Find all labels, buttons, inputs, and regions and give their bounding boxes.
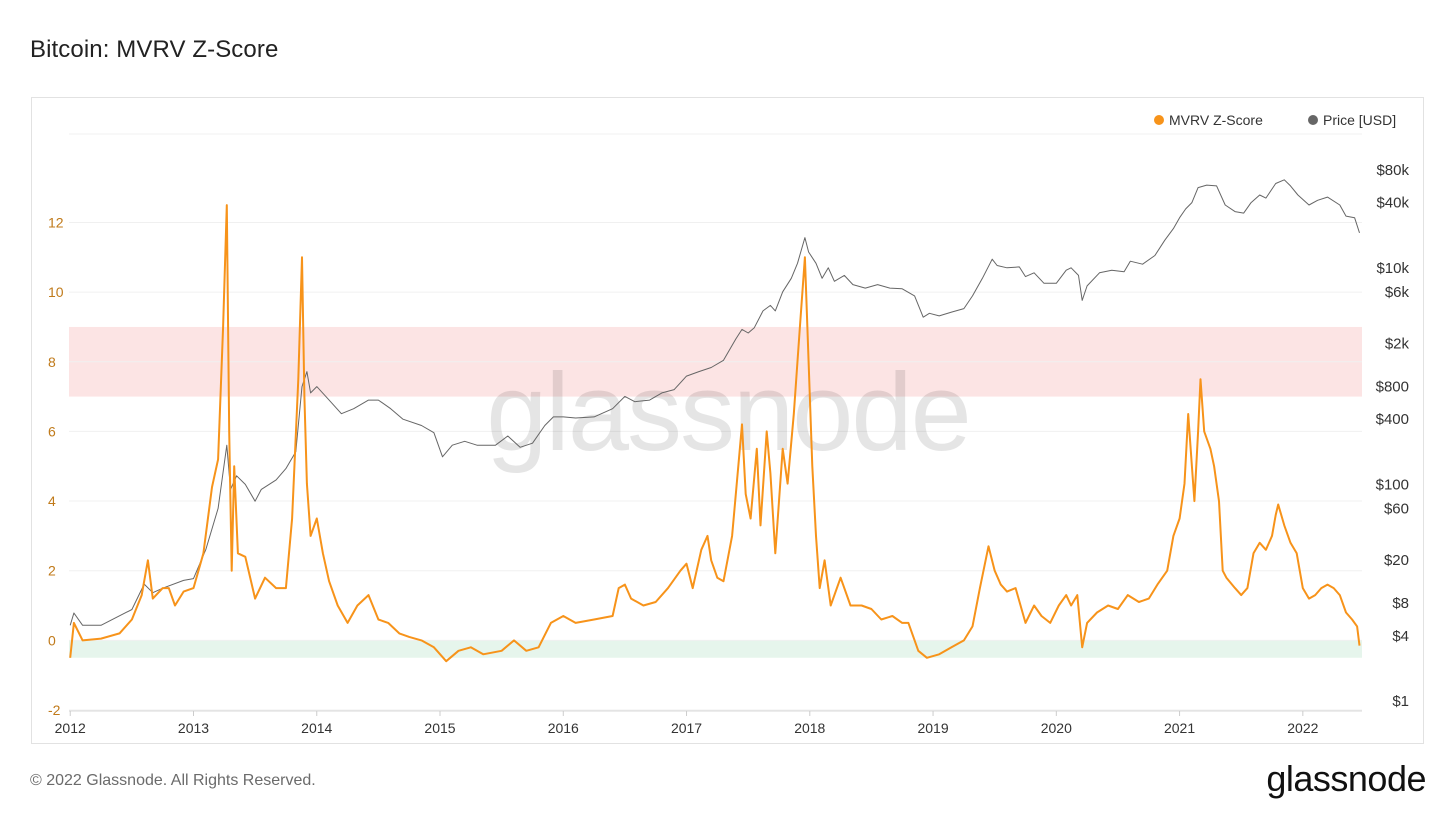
x-tick-label: 2014: [301, 720, 332, 736]
legend-label: MVRV Z-Score: [1169, 112, 1263, 128]
right-tick-label: $6k: [1385, 284, 1410, 301]
price-line: [69, 179, 1360, 626]
right-tick-label: $80k: [1376, 162, 1409, 179]
right-axis-ticks: $1 $4 $8 $20 $60 $100 $400 $800 $2k $6k $10k $40k $8…: [1376, 162, 1410, 710]
left-tick-label: 10: [48, 284, 64, 300]
left-axis-ticks: -2 0 2 4 6 8 10 12: [48, 214, 64, 718]
x-tick-label: 2013: [178, 720, 209, 736]
right-tick-label: $100: [1376, 476, 1409, 493]
zscore-line: [69, 204, 1361, 663]
legend-label: Price [USD]: [1323, 112, 1396, 128]
right-tick-label: $10k: [1376, 260, 1409, 277]
left-tick-label: 6: [48, 423, 56, 439]
right-tick-label: $20: [1384, 552, 1409, 569]
chart-frame: glassnode -2 0 2 4 6 8 10 12 $1 $4 $8 $20 $60 $100 $4…: [31, 97, 1424, 744]
left-tick-label: 8: [48, 354, 56, 370]
legend: MVRV Z-Score Price [USD]: [1154, 112, 1396, 128]
x-tick-label: 2021: [1164, 720, 1195, 736]
right-tick-label: $40k: [1376, 195, 1409, 212]
right-tick-label: $4: [1392, 628, 1409, 645]
x-tick-label: 2016: [548, 720, 579, 736]
x-tick-label: 2018: [794, 720, 825, 736]
chart-grid: [69, 133, 1362, 712]
left-tick-label: 2: [48, 563, 56, 579]
legend-dot: [1154, 115, 1164, 125]
watermark-text: glassnode: [486, 351, 970, 474]
right-tick-label: $800: [1376, 379, 1409, 396]
right-tick-label: $8: [1392, 595, 1409, 612]
glassnode-logo[interactable]: glassnode: [1266, 758, 1426, 799]
x-tick-label: 2015: [424, 720, 455, 736]
band-1: [69, 640, 1362, 658]
left-tick-label: -2: [48, 702, 61, 718]
right-tick-label: $60: [1384, 500, 1409, 517]
x-tick-label: 2020: [1041, 720, 1072, 736]
x-tick-label: 2012: [55, 720, 86, 736]
x-tick-label: 2019: [917, 720, 948, 736]
page-title: Bitcoin: MVRV Z-Score: [30, 36, 279, 63]
price-series: [69, 179, 1360, 626]
left-tick-label: 0: [48, 632, 56, 648]
right-tick-label: $1: [1392, 693, 1409, 710]
mvrv-chart: glassnode -2 0 2 4 6 8 10 12 $1 $4 $8 $20 $60 $100 $4…: [48, 112, 1410, 736]
left-tick-label: 4: [48, 493, 56, 509]
left-tick-label: 12: [48, 214, 64, 230]
x-tick-label: 2017: [671, 720, 702, 736]
x-axis-ticks: 2012 2013 2014 2015 2016 2017 2018 2019 2020 2021…: [55, 711, 1319, 736]
zscore-series: [69, 204, 1361, 663]
legend-dot: [1308, 115, 1318, 125]
copyright-text: © 2022 Glassnode. All Rights Reserved.: [30, 772, 316, 789]
right-tick-label: $400: [1376, 411, 1409, 428]
x-tick-label: 2022: [1287, 720, 1318, 736]
right-tick-label: $2k: [1385, 336, 1410, 353]
